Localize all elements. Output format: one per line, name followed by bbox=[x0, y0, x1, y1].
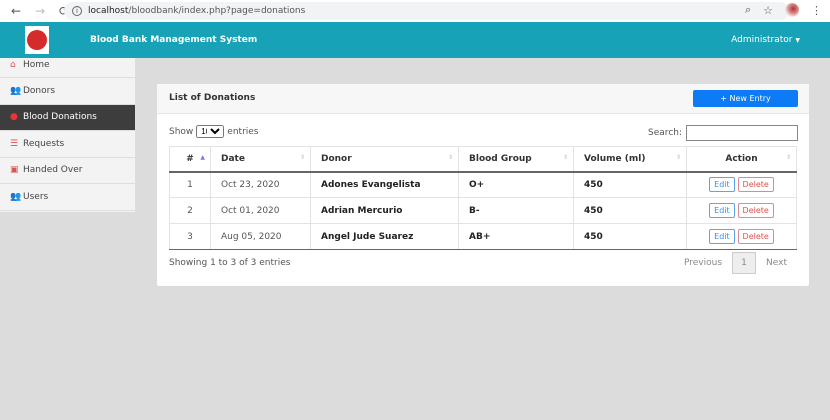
row-blood-group: B- bbox=[458, 197, 574, 224]
back-icon[interactable]: ← bbox=[10, 4, 22, 18]
address-bar[interactable]: i localhost/bloodbank/index.php?page=don… bbox=[64, 2, 789, 20]
table-row: 1 Oct 23, 2020 Adones Evangelista O+ 450… bbox=[169, 171, 797, 198]
forward-icon[interactable]: → bbox=[34, 4, 46, 18]
users-icon: 👥 bbox=[10, 85, 22, 96]
row-actions: Edit Delete bbox=[686, 197, 797, 224]
sidebar-item-handed-over[interactable]: ▣ Handed Over bbox=[0, 158, 135, 184]
row-date: Aug 05, 2020 bbox=[210, 223, 311, 250]
top-navbar: Blood Bank Management System Administrat… bbox=[0, 22, 830, 58]
delete-button[interactable]: Delete bbox=[737, 203, 774, 218]
donations-table: # ▲ Date ⇕ Donor ⇕ Blood Group ⇕ Volume (ml)… bbox=[169, 146, 797, 250]
show-label: Show bbox=[169, 126, 194, 137]
delete-button[interactable]: Delete bbox=[737, 177, 774, 193]
row-blood-group: O+ bbox=[458, 171, 574, 198]
browser-toolbar: ← → ⟳ i localhost/bloodbank/index.php?pa… bbox=[0, 0, 830, 22]
row-date: Oct 23, 2020 bbox=[210, 171, 311, 198]
logo bbox=[25, 26, 49, 54]
table-row: 2 Oct 01, 2020 Adrian Mercurio B- 450 Ed… bbox=[169, 197, 797, 224]
user-dropdown[interactable]: Administrator ▼ bbox=[731, 35, 800, 45]
caret-down-icon: ▼ bbox=[795, 37, 800, 44]
row-volume: 450 bbox=[573, 223, 687, 250]
row-number: 1 bbox=[169, 171, 211, 198]
toolbox-icon: ▣ bbox=[10, 165, 19, 176]
search-input[interactable] bbox=[686, 125, 798, 141]
col-volume[interactable]: Volume (ml) ⇕ bbox=[573, 146, 687, 173]
row-volume: 450 bbox=[573, 171, 687, 198]
row-donor: Angel Jude Suarez bbox=[310, 223, 459, 250]
avatar[interactable] bbox=[785, 3, 799, 17]
users-icon: 👥 bbox=[10, 191, 22, 202]
sidebar: ⌂ Home 👥 Donors ● Blood Donations ☰ Requests… bbox=[0, 58, 136, 212]
col-number[interactable]: # ▲ bbox=[169, 146, 211, 173]
table-info: Showing 1 to 3 of 3 entries bbox=[169, 258, 291, 268]
info-icon[interactable]: i bbox=[72, 6, 82, 16]
row-number: 2 bbox=[169, 197, 211, 224]
search-label: Search: bbox=[648, 128, 682, 138]
url-path: /bloodbank/index.php?page=donations bbox=[128, 6, 306, 16]
previous-button[interactable]: Previous bbox=[683, 258, 723, 268]
row-date: Oct 01, 2020 bbox=[210, 197, 311, 224]
table-row: 3 Aug 05, 2020 Angel Jude Suarez AB+ 450… bbox=[169, 223, 797, 250]
list-icon: ☰ bbox=[10, 138, 19, 149]
zoom-icon[interactable]: ⌕ bbox=[744, 3, 752, 16]
sidebar-item-requests[interactable]: ☰ Requests bbox=[0, 131, 135, 158]
col-action[interactable]: Action ⇕ bbox=[686, 146, 797, 173]
edit-button[interactable]: Edit bbox=[709, 177, 735, 193]
col-donor[interactable]: Donor ⇕ bbox=[310, 146, 459, 173]
star-icon[interactable]: ☆ bbox=[763, 3, 773, 17]
row-volume: 450 bbox=[573, 197, 687, 224]
sidebar-item-blood-donations[interactable]: ● Blood Donations bbox=[0, 104, 135, 131]
row-actions: Edit Delete bbox=[686, 223, 797, 250]
row-donor: Adones Evangelista bbox=[310, 171, 459, 198]
row-donor: Adrian Mercurio bbox=[310, 197, 459, 224]
pagination: Previous 1 Next bbox=[674, 252, 797, 274]
sidebar-item-users[interactable]: 👥 Users bbox=[0, 184, 135, 211]
edit-button[interactable]: Edit bbox=[709, 229, 735, 244]
row-actions: Edit Delete bbox=[686, 171, 797, 198]
url-host: localhost bbox=[88, 6, 129, 16]
entries-label: entries bbox=[227, 126, 259, 137]
new-entry-button[interactable]: + New Entry bbox=[693, 90, 798, 107]
edit-button[interactable]: Edit bbox=[709, 203, 735, 218]
delete-button[interactable]: Delete bbox=[737, 229, 774, 244]
donations-card: List of Donations + New Entry Show 10 en… bbox=[157, 84, 809, 286]
next-button[interactable]: Next bbox=[766, 258, 787, 268]
page-1-button[interactable]: 1 bbox=[732, 252, 757, 274]
sidebar-item-donors[interactable]: 👥 Donors bbox=[0, 78, 135, 105]
tint-icon: ● bbox=[10, 112, 18, 123]
card-title: List of Donations bbox=[169, 93, 256, 103]
col-blood-group[interactable]: Blood Group ⇕ bbox=[458, 146, 574, 173]
row-blood-group: AB+ bbox=[458, 223, 574, 250]
col-date[interactable]: Date ⇕ bbox=[210, 146, 311, 173]
row-number: 3 bbox=[169, 223, 211, 250]
menu-icon[interactable]: ⋮ bbox=[811, 3, 822, 17]
sidebar-item-home[interactable]: ⌂ Home bbox=[0, 58, 135, 78]
home-icon: ⌂ bbox=[10, 60, 16, 70]
entries-length-select[interactable]: 10 bbox=[196, 125, 225, 138]
brand-title: Blood Bank Management System bbox=[90, 35, 258, 45]
